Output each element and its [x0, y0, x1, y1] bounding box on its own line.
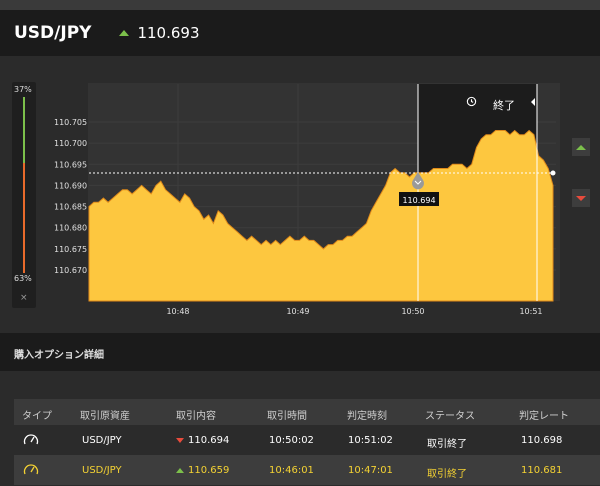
- x-tick-label: 10:48: [166, 307, 189, 316]
- top-strip: [0, 0, 600, 10]
- row-status: 取引終了: [427, 469, 467, 480]
- close-icon[interactable]: ×: [20, 293, 28, 303]
- current-price-dot: [550, 170, 556, 176]
- expiry-end-label: 終了: [493, 99, 515, 112]
- row-asset: USD/JPY: [82, 465, 122, 476]
- y-tick-label: 110.685: [54, 203, 87, 212]
- down-arrow-icon: [176, 437, 184, 443]
- high-percent: 37%: [14, 85, 32, 94]
- purchase-options-header: 購入オプション詳細: [0, 333, 600, 371]
- down-arrow-icon: [576, 195, 586, 201]
- col-trade: 取引内容: [176, 411, 216, 422]
- entry-marker-pin: [412, 172, 424, 190]
- y-tick-label: 110.705: [54, 118, 87, 127]
- gauge-icon: [23, 464, 39, 475]
- low-sentiment-bar: [23, 163, 25, 273]
- x-tick-label: 10:51: [519, 307, 542, 316]
- current-price: 110.693: [137, 24, 200, 42]
- y-tick-label: 110.675: [54, 245, 87, 254]
- row-trade: 110.659: [176, 465, 229, 476]
- x-tick-label: 10:49: [286, 307, 309, 316]
- section-title: 購入オプション詳細: [14, 350, 104, 361]
- col-type: タイプ: [22, 411, 52, 422]
- table-header: タイプ 取引原資産 取引内容 取引時間 判定時刻 ステータス 判定レート: [14, 399, 600, 425]
- row-trade: 110.694: [176, 435, 229, 446]
- row-judge-time: 10:51:02: [348, 435, 393, 446]
- up-arrow-icon: [119, 30, 130, 36]
- row-rate: 110.698: [521, 435, 563, 446]
- options-table: タイプ 取引原資産 取引内容 取引時間 判定時刻 ステータス 判定レート USD…: [14, 399, 600, 485]
- y-tick-label: 110.700: [54, 139, 87, 148]
- row-time: 10:46:01: [269, 465, 314, 476]
- col-status: ステータス: [425, 411, 475, 422]
- row-rate: 110.681: [521, 465, 563, 476]
- price-chart: 110.694 110.705 110.700 110.695 110.690 110.6…: [54, 84, 556, 316]
- y-tick-label: 110.695: [54, 160, 87, 169]
- high-sentiment-bar: [23, 97, 25, 163]
- history-icon[interactable]: [466, 96, 477, 107]
- expiry-arrow-icon: [531, 98, 535, 106]
- gauge-icon: [23, 434, 39, 445]
- y-tick-label: 110.680: [54, 224, 87, 233]
- col-time: 取引時間: [267, 411, 307, 422]
- entry-value-box: [399, 192, 439, 206]
- col-rate: 判定レート: [519, 411, 569, 422]
- current-price-group: 110.693: [119, 24, 200, 42]
- row-trade-value: 110.694: [188, 435, 230, 446]
- header-bar: USD/JPY 110.693: [0, 10, 600, 56]
- row-trade-value: 110.659: [188, 465, 230, 476]
- table-row[interactable]: USD/JPY 110.694 10:50:02 10:51:02 取引終了 1…: [14, 425, 600, 455]
- row-time: 10:50:02: [269, 435, 314, 446]
- x-tick-label: 10:50: [401, 307, 424, 316]
- price-area-series: [88, 129, 554, 302]
- entry-value-label: 110.694: [402, 196, 435, 205]
- currency-pair: USD/JPY: [14, 23, 92, 43]
- col-judge-time: 判定時刻: [347, 411, 387, 422]
- y-tick-label: 110.670: [54, 266, 87, 275]
- up-arrow-icon: [576, 144, 586, 150]
- row-status: 取引終了: [427, 439, 467, 450]
- low-percent: 63%: [14, 274, 32, 283]
- row-judge-time: 10:47:01: [348, 465, 393, 476]
- table-row[interactable]: USD/JPY 110.659 10:46:01 10:47:01 取引終了 1…: [14, 455, 600, 485]
- row-asset: USD/JPY: [82, 435, 122, 446]
- low-button[interactable]: [572, 189, 590, 207]
- up-arrow-icon: [176, 467, 184, 473]
- y-tick-label: 110.690: [54, 181, 87, 190]
- high-button[interactable]: [572, 138, 590, 156]
- col-asset: 取引原資産: [80, 411, 130, 422]
